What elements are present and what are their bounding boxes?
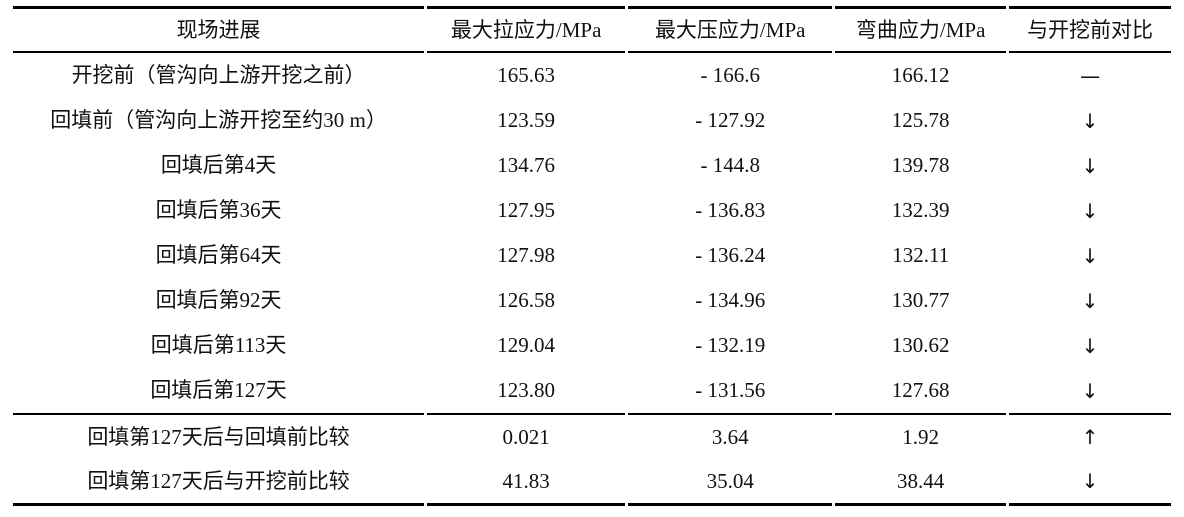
table-row: 回填后第36天 127.95 - 136.83 132.39 ↓ [13,188,1171,233]
row-label-cell: 回填后第64天 [155,243,282,267]
col-header-compare-with-pre-excavation: 与开挖前对比 [1009,6,1171,53]
tensile-value-cell: 41.83 [427,459,626,506]
row-label-cell: 回填第127天后与开挖前比较 [13,459,425,506]
down-arrow-icon: ↓ [1081,198,1099,223]
tensile-value-cell: 127.95 [497,198,556,222]
tensile-value-cell: 123.80 [497,378,556,402]
down-arrow-icon: ↓ [1081,333,1099,358]
compressive-value-cell: - 166.6 [700,63,760,87]
tensile-value-cell: 165.63 [497,63,556,87]
bending-value-cell: 1.92 [835,413,1007,459]
compressive-value-cell: - 136.83 [695,198,766,222]
tensile-value-cell: 134.76 [497,153,556,177]
header-row: 现场进展 最大拉应力/MPa 最大压应力/MPa 弯曲应力/MPa 与开挖前对比 [13,6,1171,53]
compressive-value-cell: - 136.24 [695,243,766,267]
table-row: 开挖前（管沟向上游开挖之前） 165.63 - 166.6 166.12 — [13,53,1171,98]
down-arrow-icon: ↓ [1081,108,1099,133]
compressive-value-cell: 3.64 [628,413,833,459]
stress-progress-table: 现场进展 最大拉应力/MPa 最大压应力/MPa 弯曲应力/MPa 与开挖前对比… [10,6,1174,506]
bending-value-cell: 38.44 [835,459,1007,506]
bending-value-cell: 132.11 [892,243,950,267]
up-arrow-icon: ↑ [1009,413,1171,459]
row-label-cell: 回填后第113天 [150,333,287,357]
summary-row-vs-pre-backfill: 回填第127天后与回填前比较 0.021 3.64 1.92 ↑ [13,413,1171,459]
col-header-bending-stress: 弯曲应力/MPa [835,6,1007,53]
compressive-value-cell: - 144.8 [700,153,760,177]
row-label-cell: 回填第127天后与回填前比较 [13,413,425,459]
compressive-value-cell: - 131.56 [695,378,766,402]
bending-value-cell: 130.77 [891,288,950,312]
down-arrow-icon: ↓ [1081,378,1099,403]
bending-value-cell: 125.78 [891,108,950,132]
table-row: 回填后第4天 134.76 - 144.8 139.78 ↓ [13,143,1171,188]
summary-row-vs-pre-excavation: 回填第127天后与开挖前比较 41.83 35.04 38.44 ↓ [13,459,1171,506]
down-arrow-icon: ↓ [1009,459,1171,506]
table-row: 回填后第92天 126.58 - 134.96 130.77 ↓ [13,278,1171,323]
row-label-cell: 回填后第4天 [160,153,277,177]
compressive-value-cell: - 134.96 [695,288,766,312]
tensile-value-cell: 0.021 [427,413,626,459]
table-row: 回填后第64天 127.98 - 136.24 132.11 ↓ [13,233,1171,278]
table-row: 回填后第127天 123.80 - 131.56 127.68 ↓ [13,368,1171,413]
bending-value-cell: 139.78 [891,153,950,177]
tensile-value-cell: 123.59 [497,108,556,132]
tensile-value-cell: 129.04 [497,333,556,357]
compressive-value-cell: - 132.19 [695,333,766,357]
tensile-value-cell: 127.98 [497,243,556,267]
down-arrow-icon: ↓ [1081,243,1099,268]
bending-value-cell: 130.62 [891,333,950,357]
bending-value-cell: 127.68 [891,378,950,402]
bending-value-cell: 132.39 [891,198,950,222]
bending-value-cell: 166.12 [891,63,950,87]
trend-cell: — [1080,63,1101,88]
compressive-value-cell: 35.04 [628,459,833,506]
row-label-cell: 回填后第36天 [155,198,282,222]
col-header-max-tensile-stress: 最大拉应力/MPa [427,6,626,53]
tensile-value-cell: 126.58 [497,288,556,312]
col-header-max-compressive-stress: 最大压应力/MPa [628,6,833,53]
down-arrow-icon: ↓ [1081,153,1099,178]
table-row: 回填前（管沟向上游开挖至约30 m） 123.59 - 127.92 125.7… [13,98,1171,143]
row-label-cell: 回填前（管沟向上游开挖至约30 m） [50,108,387,132]
table-row: 回填后第113天 129.04 - 132.19 130.62 ↓ [13,323,1171,368]
row-label-cell: 开挖前（管沟向上游开挖之前） [71,63,366,87]
compressive-value-cell: - 127.92 [695,108,766,132]
col-header-site-progress: 现场进展 [13,6,425,53]
row-label-cell: 回填后第92天 [155,288,282,312]
down-arrow-icon: ↓ [1081,288,1099,313]
row-label-cell: 回填后第127天 [150,378,287,402]
